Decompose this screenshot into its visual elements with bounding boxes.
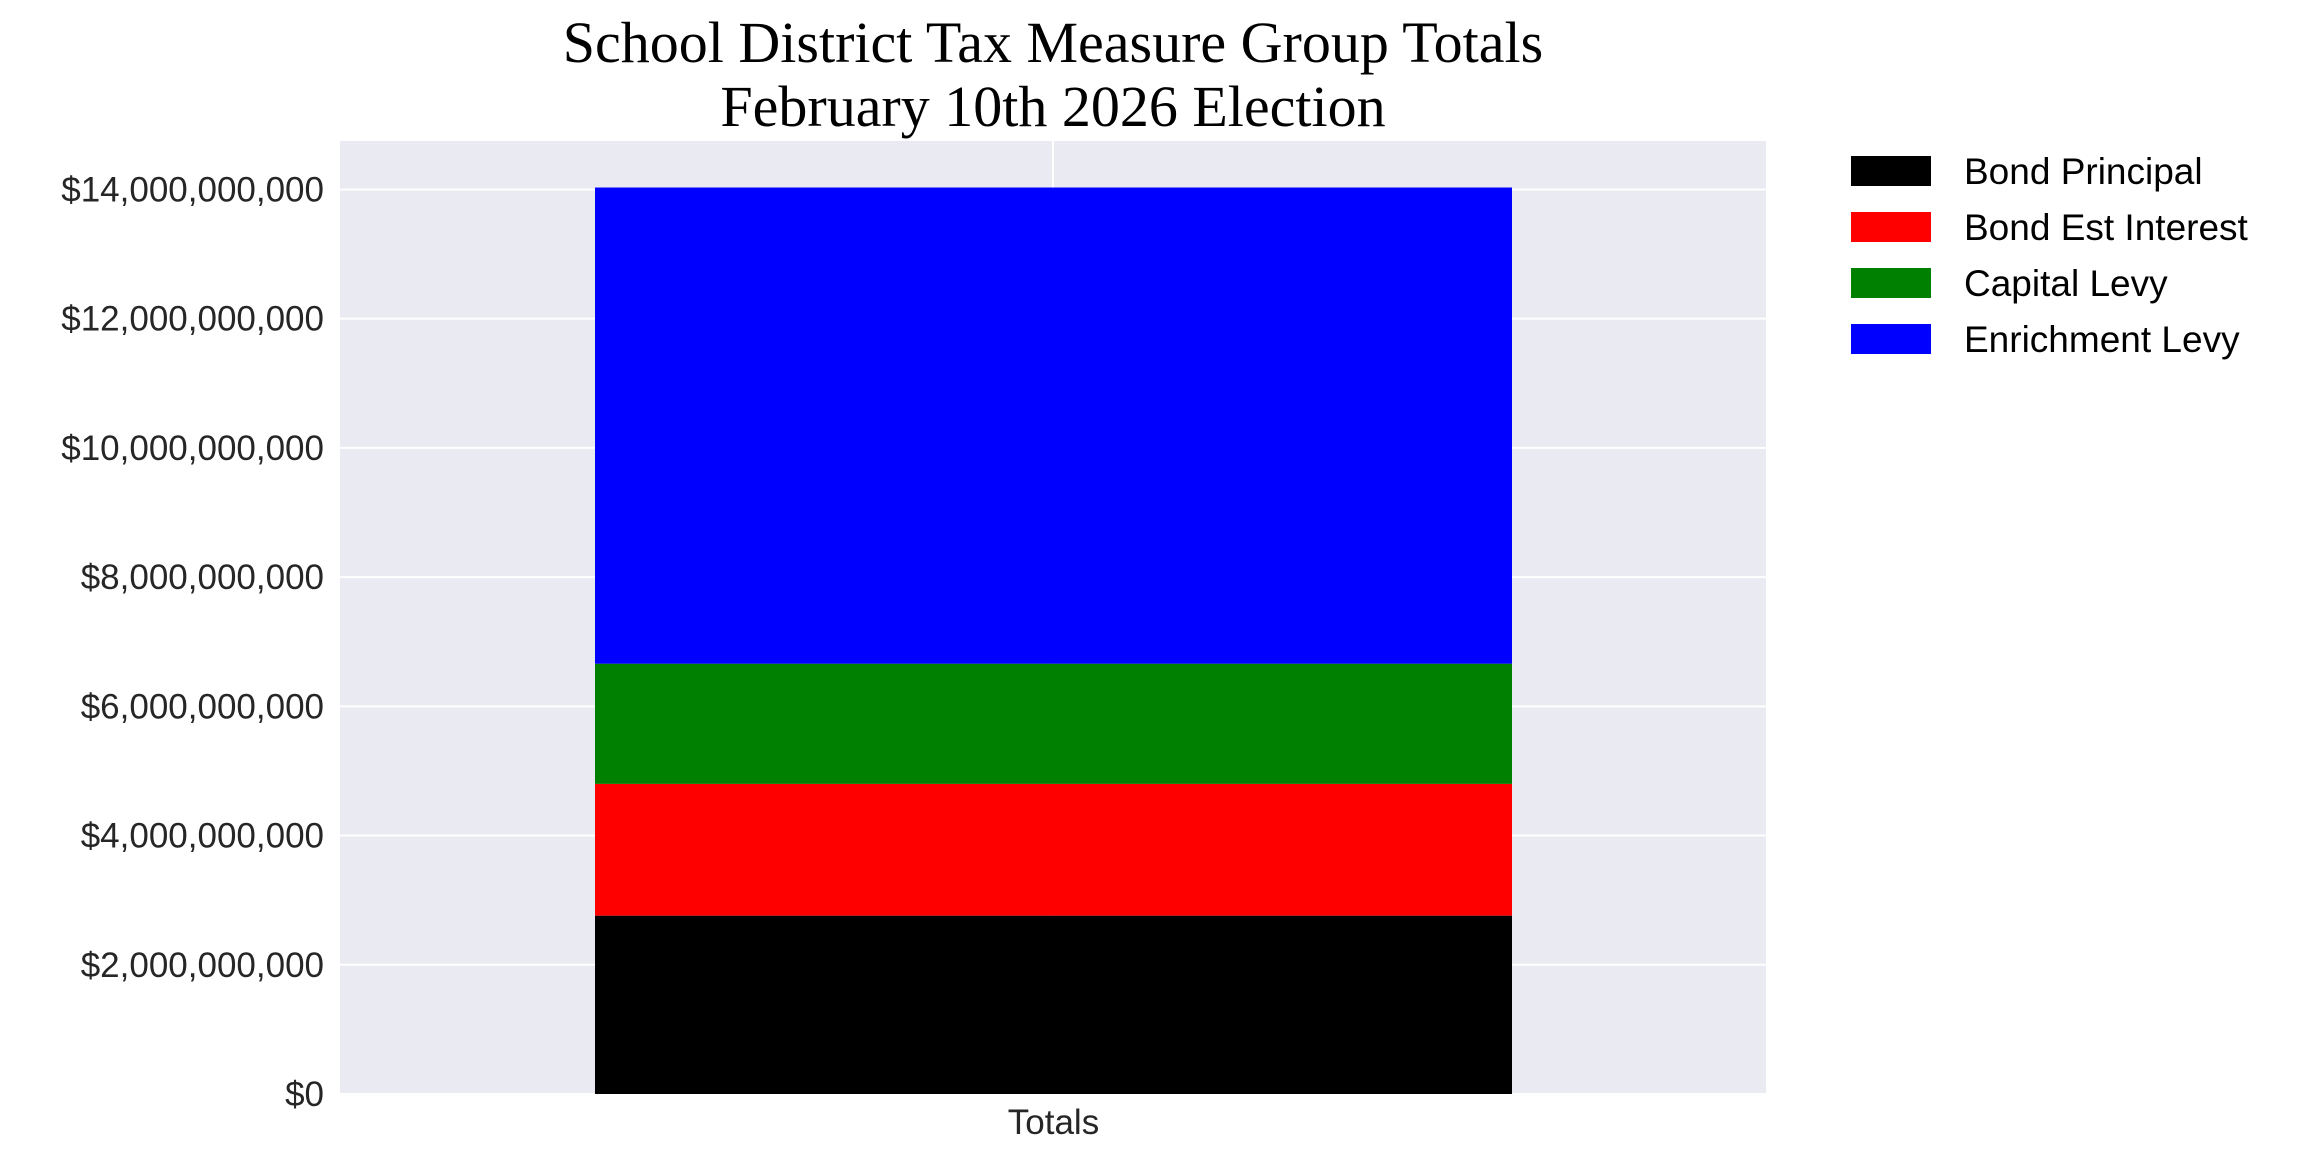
bar-segment-bond-principal [595,915,1512,1094]
legend-swatch [1851,156,1931,186]
chart-subtitle: February 10th 2026 Election [720,74,1385,139]
legend-swatch [1851,324,1931,354]
legend-label: Enrichment Levy [1964,319,2240,360]
bar-segment-bond-est-interest [595,783,1512,916]
legend: Bond Principal Bond Est Interest Capital L… [1851,151,2249,360]
y-tick-label: $0 [285,1075,324,1114]
y-tick-label: $6,000,000,000 [81,687,324,726]
y-tick-label: $12,000,000,000 [61,300,324,339]
legend-swatch [1851,268,1931,298]
legend-label: Capital Levy [1964,263,2168,304]
chart-title: School District Tax Measure Group Totals [563,10,1543,75]
bar-segment-enrichment-levy [595,187,1512,664]
y-tick-label: $4,000,000,000 [81,817,324,856]
bar-segment-capital-levy [595,663,1512,784]
legend-label: Bond Est Interest [1964,207,2249,248]
legend-label: Bond Principal [1964,151,2203,192]
y-tick-label: $10,000,000,000 [61,429,324,468]
y-tick-label: $8,000,000,000 [81,558,324,597]
legend-swatch [1851,212,1931,242]
x-tick-label: Totals [1008,1103,1099,1142]
y-tick-label: $14,000,000,000 [61,170,324,209]
y-tick-label: $2,000,000,000 [81,946,324,985]
plot-area: $0 $2,000,000,000 $4,000,000,000 $6,000,000… [61,141,1766,1142]
